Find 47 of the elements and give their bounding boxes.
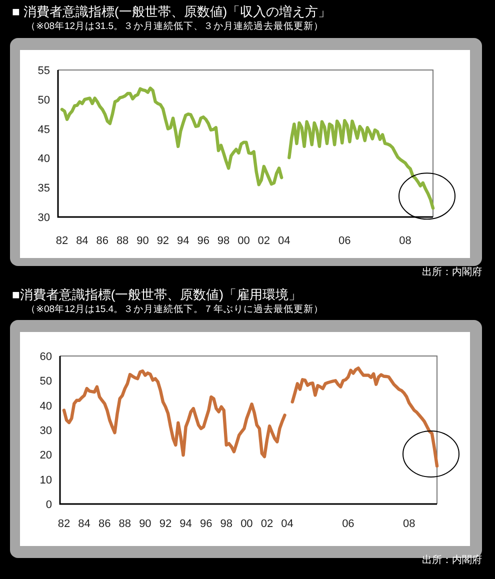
x-tick-label: 90 (136, 235, 149, 247)
y-tick-label: 55 (38, 65, 50, 77)
chart-subtitle: （※08年12月は15.4。３か月連続低下。７年ぶりに過去最低更新） (26, 303, 324, 315)
y-tick-label: 0 (46, 499, 52, 511)
x-tick-label: 96 (197, 235, 210, 247)
y-tick-label: 50 (40, 376, 52, 388)
y-tick-label: 10 (40, 474, 52, 486)
x-tick-label: 98 (217, 235, 230, 247)
x-tick-label: 84 (76, 235, 88, 247)
x-tick-label: 94 (177, 235, 190, 247)
x-tick-label: 92 (159, 518, 172, 530)
x-tick-label: 86 (96, 235, 109, 247)
x-tick-label: 08 (402, 518, 416, 530)
x-tick-label: 84 (78, 518, 90, 530)
text: 出所：内閣府 (422, 554, 482, 566)
y-tick-label: 30 (40, 425, 52, 437)
x-tick-label: 82 (58, 518, 70, 530)
x-tick-label: 06 (338, 235, 351, 247)
x-tick-label: 04 (278, 235, 290, 247)
x-tick-label: 88 (118, 518, 132, 530)
x-tick-label: 08 (399, 235, 412, 247)
x-tick-label: 94 (180, 518, 192, 530)
chart-title: ■ 消費者意識指標(一般世帯、原数値)「収入の増え方」 (12, 4, 332, 19)
chart-subtitle: （※08年12月は31.5。３か月連続低下、３か月連続過去最低更新） (26, 20, 324, 32)
y-tick-label: 30 (38, 212, 50, 224)
x-tick-label: 86 (98, 518, 111, 530)
x-tick-label: 98 (220, 518, 233, 530)
x-tick-label: 96 (200, 518, 212, 530)
x-tick-label: 02 (260, 518, 274, 530)
y-tick-label: 40 (38, 153, 50, 166)
x-tick-label: 88 (116, 235, 129, 247)
y-tick-label: 45 (38, 124, 50, 136)
x-tick-label: 02 (258, 235, 270, 247)
x-tick-label: 82 (56, 235, 68, 247)
text: 出所：内閣府 (422, 266, 482, 278)
x-tick-label: 90 (139, 518, 152, 530)
x-tick-label: 04 (281, 518, 294, 530)
y-tick-label: 35 (38, 182, 50, 195)
y-tick-label: 20 (40, 450, 52, 462)
chart-title: ■消費者意識指標(一般世帯、原数値)「雇用環境」 (12, 287, 302, 302)
x-tick-label: 06 (342, 518, 354, 530)
x-tick-label: 00 (240, 518, 253, 530)
y-tick-label: 50 (38, 94, 50, 106)
y-tick-label: 60 (40, 351, 52, 363)
x-tick-label: 00 (238, 235, 250, 247)
y-tick-label: 40 (40, 400, 52, 412)
x-tick-label: 92 (156, 235, 170, 247)
